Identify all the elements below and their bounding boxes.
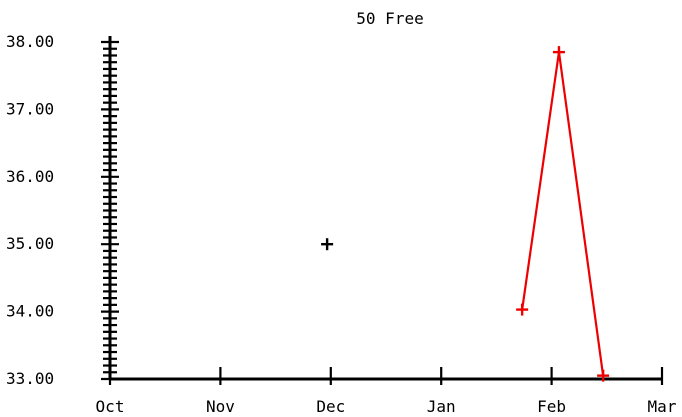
y-tick-label: 34.00 bbox=[6, 302, 54, 321]
axes bbox=[101, 36, 664, 385]
x-tick-label: Dec bbox=[316, 397, 345, 416]
series-layer bbox=[321, 46, 610, 382]
y-tick-label: 33.00 bbox=[6, 369, 54, 388]
x-tick-label: Oct bbox=[96, 397, 125, 416]
x-tick-label: Nov bbox=[206, 397, 235, 416]
chart-title: 50 Free bbox=[356, 9, 423, 28]
y-tick-label: 37.00 bbox=[6, 99, 54, 118]
data-point-marker bbox=[597, 369, 610, 382]
data-point-marker bbox=[321, 238, 334, 251]
series-line bbox=[521, 51, 605, 376]
x-tick-label: Feb bbox=[537, 397, 566, 416]
data-point-marker bbox=[516, 303, 529, 316]
y-tick-label: 38.00 bbox=[6, 32, 54, 51]
x-tick-label: Mar bbox=[648, 397, 677, 416]
y-tick-label: 36.00 bbox=[6, 167, 54, 186]
data-point-marker bbox=[552, 46, 565, 59]
y-tick-label: 35.00 bbox=[6, 234, 54, 253]
series-2 bbox=[516, 46, 610, 382]
x-tick-label: Jan bbox=[427, 397, 456, 416]
y-axis-labels: 33.00 34.00 35.00 36.00 37.00 38.00 bbox=[6, 32, 54, 388]
series-1 bbox=[321, 238, 334, 251]
x-axis-labels: Oct Nov Dec Jan Feb Mar bbox=[96, 397, 677, 416]
